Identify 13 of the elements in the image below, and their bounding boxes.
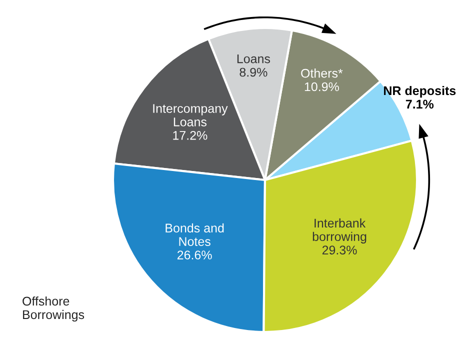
data-label: 7.1% [406, 100, 434, 109]
data-label: 17.2% [173, 130, 208, 140]
slice-label: Intercompany Loans [153, 104, 228, 126]
data-label: 29.3% [322, 246, 357, 254]
slice-label: Interbank borrowing [312, 218, 366, 244]
data-label: 8.9% [240, 68, 268, 77]
data-label: 26.6% [177, 250, 212, 260]
slice-label: NR deposits [384, 86, 456, 98]
text: Offshore Borrowings [22, 296, 84, 322]
data-label: 10.9% [304, 82, 339, 92]
slice-label: Bonds and Notes [166, 223, 224, 246]
slice-label: Loans [237, 54, 270, 64]
slice-label: Others* [301, 68, 343, 78]
